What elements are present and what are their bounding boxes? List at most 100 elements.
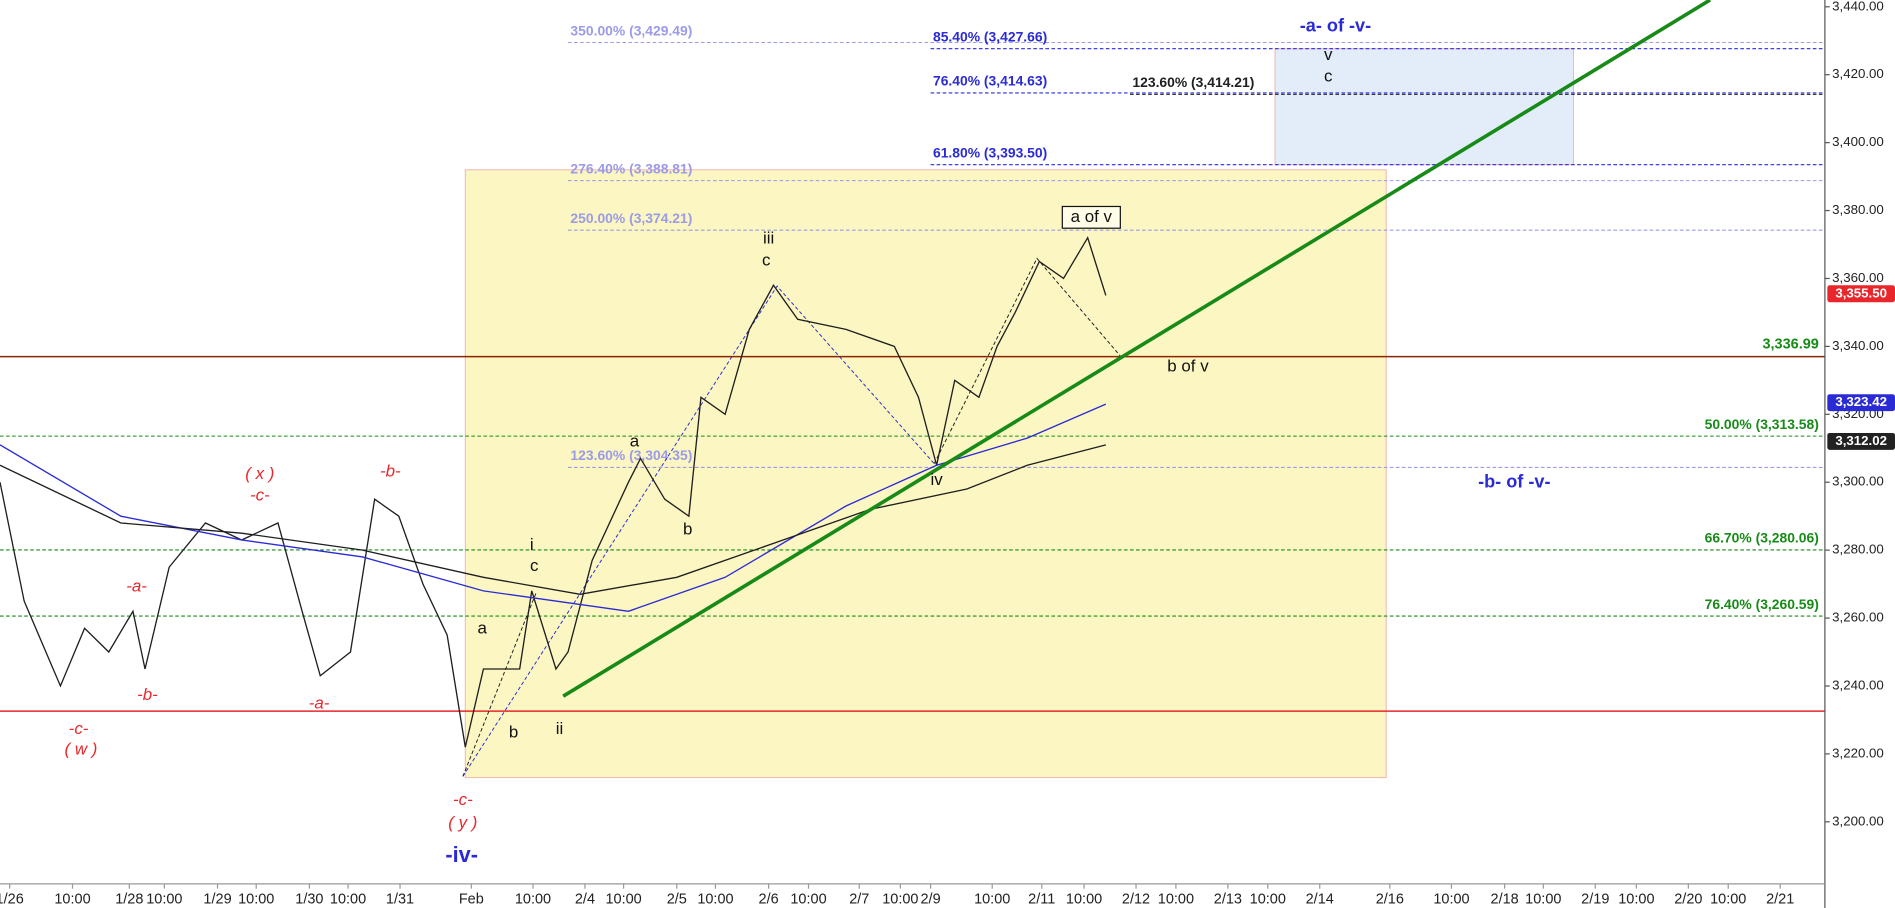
x-tick-label: 2/5 [667, 891, 687, 907]
y-tick-label: 3,360.00 [1832, 270, 1884, 285]
series [0, 0, 1712, 748]
x-tick-label: 2/11 [1028, 891, 1055, 907]
x-tick-label: 2/19 [1581, 891, 1609, 907]
x-tick-label: 1/28 [115, 891, 143, 907]
wave-guides [462, 257, 1122, 777]
y-tick-label: 3,240.00 [1832, 678, 1884, 693]
x-tick-label: 2/9 [921, 891, 941, 907]
x-tick-label: 10:00 [1158, 891, 1194, 907]
x-tick-label: 10:00 [1433, 891, 1469, 907]
level-label: 250.00% (3,374.21) [570, 210, 692, 226]
wave-label: -a- of -v- [1300, 15, 1371, 35]
x-tick-label: 10:00 [697, 891, 733, 907]
x-tick-label: 2/13 [1214, 891, 1242, 907]
x-tick-label: 10:00 [1710, 891, 1746, 907]
y-tick-label: 3,220.00 [1832, 745, 1884, 760]
wave-label: -iv- [445, 842, 478, 867]
wave-label: a of v [1071, 207, 1113, 226]
annotations: ( x )-c--b--a--b- -a--c-( w )-c-( y )-iv-… [65, 15, 1551, 866]
zone [1274, 48, 1575, 166]
price-line [0, 236, 1107, 748]
x-tick-label: 10:00 [54, 891, 90, 907]
x-tick-label: 10:00 [882, 891, 918, 907]
wave-label: b [509, 722, 518, 741]
wave-label: c [1324, 67, 1332, 86]
x-tick-label: 1/30 [295, 891, 323, 907]
price-line [0, 444, 1106, 595]
trendline [562, 0, 1712, 698]
y-tick-label: 3,400.00 [1832, 134, 1884, 149]
wave-label: ii [556, 719, 564, 738]
y-tick-label: 3,280.00 [1832, 542, 1884, 557]
y-tick-label: 3,260.00 [1832, 610, 1884, 625]
wave-label: c [762, 250, 770, 269]
level-label: 123.60% (3,414.21) [1132, 74, 1254, 90]
x-tick-label: 10:00 [330, 891, 366, 907]
wave-label: b of v [1167, 357, 1209, 376]
x-tick-label: 1/29 [203, 891, 231, 907]
level-label: 123.60% (3,304.35) [570, 447, 692, 463]
level-label: 76.40% (3,260.59) [1705, 596, 1819, 612]
wave-guide [462, 591, 538, 777]
x-tick-label: 2/4 [575, 891, 595, 907]
horizontal-line-label: 3,336.99 [1762, 336, 1818, 352]
price-flag-label: 3,323.42 [1835, 394, 1887, 409]
wave-label: iii [763, 229, 774, 248]
y-tick-label: 3,200.00 [1832, 813, 1884, 828]
x-tick-label: 2/6 [759, 891, 779, 907]
x-tick-label: 10:00 [1618, 891, 1654, 907]
zone [464, 169, 1387, 779]
x-tick-label: 10:00 [790, 891, 826, 907]
annotation-box [1061, 205, 1121, 229]
price-flag-label: 3,355.50 [1835, 285, 1887, 300]
wave-guide [462, 285, 935, 777]
x-tick-label: Feb [459, 891, 484, 907]
wave-label: iv [931, 470, 944, 489]
y-tick-label: 3,300.00 [1832, 474, 1884, 489]
x-tick-label: 10:00 [1066, 891, 1102, 907]
x-tick-label: 2/21 [1766, 891, 1794, 907]
wave-label: v [1324, 45, 1333, 64]
level-label: 85.40% (3,427.66) [933, 29, 1047, 45]
x-tick-label: 2/18 [1491, 891, 1519, 907]
wave-label: -a- [126, 576, 147, 595]
level-label: 350.00% (3,429.49) [570, 22, 692, 38]
price-flag [1827, 432, 1895, 450]
y-tick-label: 3,420.00 [1832, 66, 1884, 81]
x-tick-label: 2/16 [1376, 891, 1404, 907]
x-tick-label: 1/26 [0, 891, 24, 907]
level-label: 66.70% (3,280.06) [1705, 530, 1819, 546]
x-tick-label: 10:00 [515, 891, 551, 907]
zones [464, 48, 1575, 779]
x-tick-label: 2/20 [1674, 891, 1702, 907]
y-tick-label: 3,440.00 [1832, 0, 1884, 13]
y-tick-label: 3,380.00 [1832, 202, 1884, 217]
wave-label: -b- [137, 685, 158, 704]
wave-label: -b- [380, 462, 401, 481]
levels: 350.00% (3,429.49) 85.40% (3,427.66) 76.40… [0, 22, 1825, 712]
x-tick-label: 10:00 [1250, 891, 1286, 907]
x-tick-label: 10:00 [238, 891, 274, 907]
wave-guide [933, 257, 1122, 464]
level-label: 61.80% (3,393.50) [933, 145, 1047, 161]
wave-label: -c- [453, 790, 473, 809]
wave-label: a [478, 619, 488, 638]
x-tick-label: 2/12 [1122, 891, 1150, 907]
wave-label: a [630, 431, 640, 450]
x-tick-label: 10:00 [605, 891, 641, 907]
price-flag [1827, 394, 1895, 412]
level-label: 276.40% (3,388.81) [570, 160, 692, 176]
wave-label: c [530, 556, 538, 575]
wave-label: -a- [309, 693, 330, 712]
wave-label: -c- [69, 719, 89, 738]
wave-label: i [530, 535, 534, 554]
x-tick-label: 10:00 [1525, 891, 1561, 907]
level-label: 50.00% (3,313.58) [1705, 416, 1819, 432]
y-tick-label: 3,340.00 [1832, 338, 1884, 353]
wave-label: b [683, 520, 692, 539]
x-tick-label: 2/7 [849, 891, 869, 907]
price-flag-label: 3,312.02 [1835, 433, 1887, 448]
